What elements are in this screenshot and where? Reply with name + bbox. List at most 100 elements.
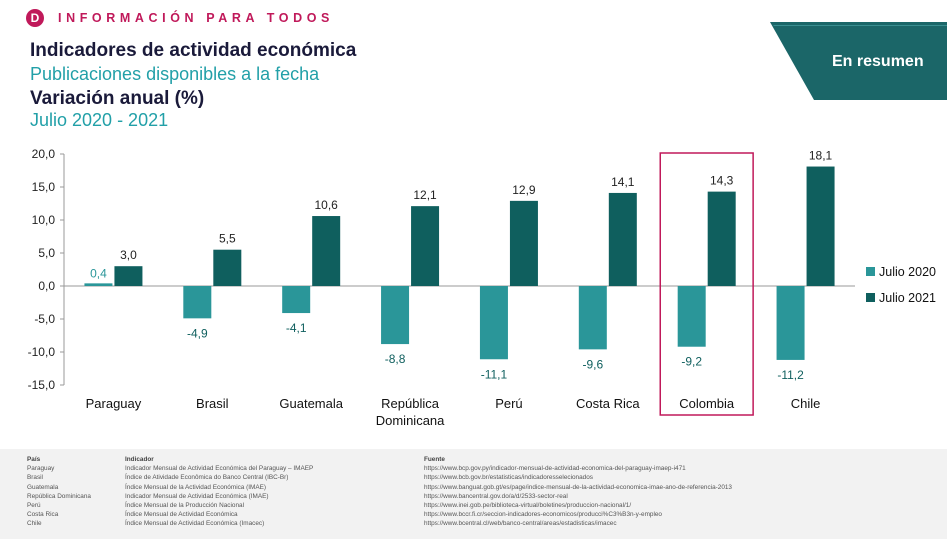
bar-julio-2021: [312, 216, 341, 286]
page-subtitle: Publicaciones disponibles a la fecha: [30, 64, 320, 84]
summary-banner[interactable]: En resumen: [770, 22, 947, 100]
x-category-label: República Dominicana: [376, 396, 445, 428]
bar-julio-2021: [114, 266, 143, 286]
footer-indicator: Indicador Mensual de Actividad Económica…: [125, 492, 269, 500]
footer-country: Chile: [27, 520, 42, 528]
bar-julio-2021: [608, 192, 637, 286]
footer-indicator: Indicador Mensual de Actividad Económica…: [125, 465, 314, 473]
bar-julio-2020: [578, 286, 607, 350]
y-tick-label: -10,0: [28, 345, 56, 359]
x-category-label-line: Paraguay: [86, 396, 142, 411]
data-label-julio-2020: -9,2: [681, 355, 702, 369]
data-label-julio-2021: 12,1: [413, 188, 437, 202]
sources-footer: País Paraguay Brasil Guatemala República…: [0, 449, 947, 539]
legend-label: Julio 2020: [879, 265, 936, 279]
bar-julio-2020: [677, 286, 706, 347]
footer-country: Paraguay: [27, 465, 55, 473]
bar-julio-2020: [381, 286, 410, 345]
data-label-julio-2020: -11,1: [481, 367, 508, 381]
data-label-julio-2020: -11,2: [777, 368, 804, 382]
bar-julio-2021: [509, 200, 538, 286]
data-label-julio-2021: 10,6: [315, 198, 339, 212]
footer-source-link[interactable]: https://www.bancentral.gov.do/a/d/2533-s…: [424, 492, 568, 500]
bar-chart: 20,0 15,0 10,0 5,0 0,0 -5,0 -10,0 -15,0 0,4 3,0 Pa…: [28, 147, 936, 428]
footer-source-link[interactable]: https://www.bcentral.cl/web/banco-centra…: [424, 520, 617, 528]
footer-indicator: Índice Mensual de Actividad Económica (I…: [125, 520, 265, 528]
y-tick-label: 20,0: [32, 147, 56, 161]
bar-julio-2021: [806, 166, 835, 286]
data-label-julio-2020: -4,9: [187, 326, 208, 340]
banner-shape: [770, 22, 947, 100]
data-label-julio-2020: -9,6: [582, 357, 603, 371]
y-tick-label: -15,0: [28, 378, 56, 392]
data-label-julio-2021: 14,1: [611, 175, 635, 189]
highlight-box: [659, 152, 754, 416]
bar-julio-2021: [707, 191, 736, 286]
y-tick-label: 15,0: [32, 180, 56, 194]
x-category-label-line: Chile: [791, 396, 821, 411]
x-category-label: Perú: [495, 396, 522, 411]
footer-indicator: Índice Mensual de la Producción Nacional: [125, 502, 245, 510]
x-category-label-line: Colombia: [679, 396, 735, 411]
x-category-label: Chile: [791, 396, 821, 411]
legend-label: Julio 2021: [879, 291, 936, 305]
logo: D: [26, 9, 44, 27]
bar-julio-2020: [479, 286, 508, 360]
data-label-julio-2021: 3,0: [120, 248, 137, 262]
footer-col-source: Fuente https://www.bcp.gov.py/indicador-…: [424, 455, 732, 529]
x-category-label: Brasil: [196, 396, 229, 411]
metric-title: Variación anual (%): [30, 88, 205, 109]
bar-julio-2020: [183, 286, 212, 319]
footer-country: Guatemala: [27, 483, 59, 491]
bar-julio-2020: [282, 286, 311, 314]
bar-julio-2021: [411, 206, 440, 286]
x-category-label: Costa Rica: [576, 396, 640, 411]
y-tick-label: -5,0: [34, 312, 55, 326]
footer-header-indicator: Indicador: [125, 456, 154, 463]
footer-indicator: Índice Mensual de Actividad Económica: [125, 511, 238, 519]
bar-julio-2021: [213, 249, 242, 286]
footer-source-link[interactable]: https://www.banguat.gob.gt/es/page/indic…: [424, 483, 732, 491]
footer-header-source: Fuente: [424, 456, 445, 463]
footer-country: Brasil: [27, 474, 43, 482]
x-category-label-line: República: [381, 396, 440, 411]
x-category-label-line: Costa Rica: [576, 396, 640, 411]
data-label-julio-2021: 12,9: [512, 183, 536, 197]
data-label-julio-2021: 18,1: [809, 149, 833, 163]
data-label-julio-2021: 14,3: [710, 174, 734, 188]
bar-julio-2020: [84, 283, 113, 286]
data-label-julio-2020: 0,4: [90, 266, 107, 280]
page-title: Indicadores de actividad económica: [30, 40, 357, 61]
footer-source-link[interactable]: https://www.bcb.gov.br/estatisticas/indi…: [424, 474, 593, 482]
y-tick-label: 0,0: [38, 279, 55, 293]
x-category-label: Paraguay: [86, 396, 142, 411]
footer-indicator: Índice Mensual de la Actividad Económica…: [125, 483, 267, 491]
bar-julio-2020: [776, 286, 805, 360]
tagline: INFORMACIÓN PARA TODOS: [58, 11, 334, 25]
data-label-julio-2020: -4,1: [286, 321, 307, 335]
data-label-julio-2020: -8,8: [385, 352, 406, 366]
footer-country: Perú: [27, 502, 41, 510]
banner-label: En resumen: [832, 53, 924, 70]
footer-country: República Dominicana: [27, 492, 91, 500]
footer-header-country: País: [27, 456, 41, 463]
footer-source-link[interactable]: https://www.inei.gob.pe/biblioteca-virtu…: [424, 502, 632, 510]
footer-source-link[interactable]: https://www.bcp.gov.py/indicador-mensual…: [424, 465, 686, 473]
footer-col-indicator: Indicador Indicador Mensual de Actividad…: [125, 455, 313, 529]
footer-country: Costa Rica: [27, 511, 59, 519]
x-category-label-line: Dominicana: [376, 413, 445, 428]
x-category-label-line: Guatemala: [279, 396, 343, 411]
x-category-label-line: Perú: [495, 396, 522, 411]
footer-source-link[interactable]: https://www.bccr.fi.cr/seccion-indicador…: [424, 511, 662, 519]
legend-swatch: [866, 293, 875, 302]
x-category-label: Colombia: [679, 396, 735, 411]
x-category-label-line: Brasil: [196, 396, 229, 411]
footer-indicator: Índice de Atividade Econômica do Banco C…: [125, 474, 289, 482]
legend-swatch: [866, 267, 875, 276]
footer-col-country: País Paraguay Brasil Guatemala República…: [27, 455, 91, 529]
y-tick-label: 5,0: [38, 246, 55, 260]
data-label-julio-2021: 5,5: [219, 232, 236, 246]
y-tick-label: 10,0: [32, 213, 56, 227]
x-category-label: Guatemala: [279, 396, 343, 411]
period-label: Julio 2020 - 2021: [30, 110, 169, 130]
